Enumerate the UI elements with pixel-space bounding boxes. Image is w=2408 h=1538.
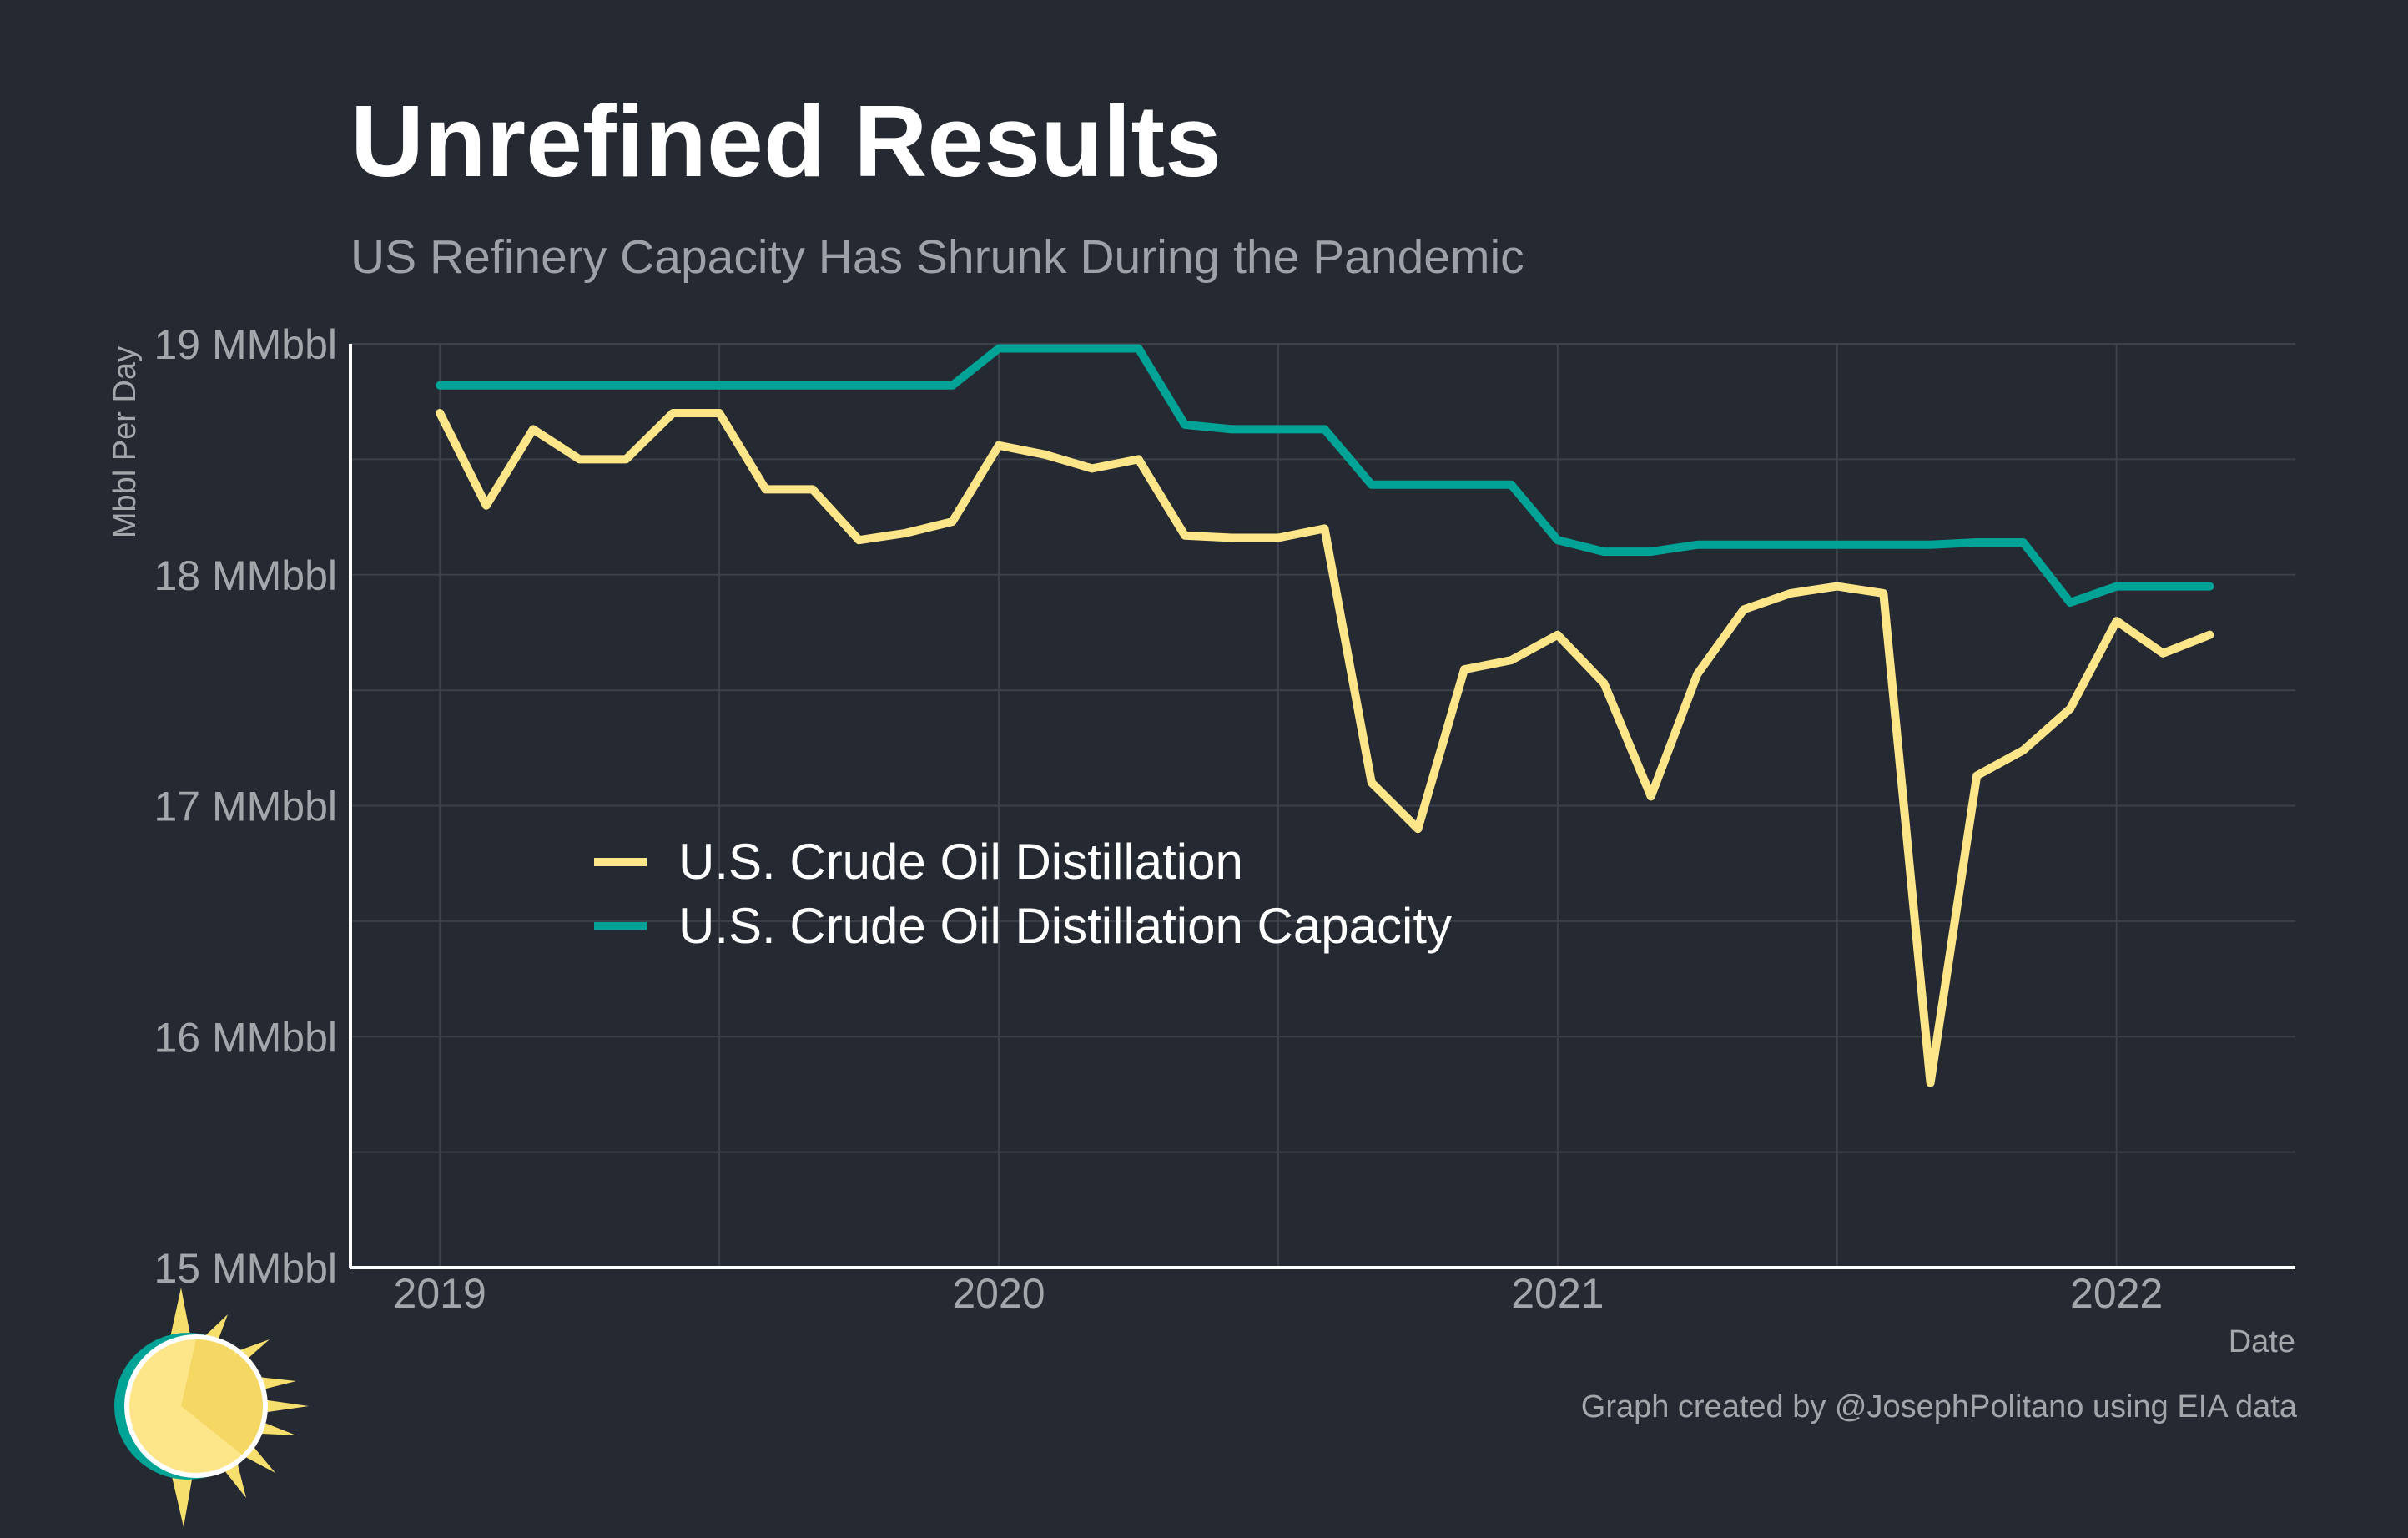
y-tick-label: 19 MMbbl: [154, 321, 337, 368]
y-tick-label: 18 MMbbl: [154, 552, 337, 599]
y-tick-label: 17 MMbbl: [154, 784, 337, 830]
x-tick-label: 2020: [952, 1270, 1045, 1317]
y-tick-label: 15 MMbbl: [154, 1245, 337, 1292]
grid-lines: [350, 343, 2295, 1268]
chart-title: Unrefined Results: [350, 84, 1222, 198]
x-tick-labels: 2019 2020 2021 2022: [394, 1270, 2164, 1317]
legend-label-distillation: U.S. Crude Oil Distillation: [678, 834, 1243, 890]
y-tick-label: 16 MMbbl: [154, 1014, 337, 1061]
x-tick-label: 2022: [2070, 1270, 2163, 1317]
x-axis-title: Date: [2229, 1324, 2295, 1359]
legend-label-capacity: U.S. Crude Oil Distillation Capacity: [678, 898, 1452, 954]
y-tick-labels: 15 MMbbl 16 MMbbl 17 MMbbl 18 MMbbl 19 MMbbl: [154, 321, 337, 1292]
y-axis-title: Mbbl Per Day: [108, 346, 143, 538]
capacity-line: [436, 344, 2214, 607]
source-caption: Graph created by @JosephPolitano using E…: [1580, 1389, 2297, 1425]
x-tick-label: 2021: [1511, 1270, 1604, 1317]
chart-subtitle: US Refinery Capacity Has Shrunk During t…: [350, 230, 1524, 284]
legend: U.S. Crude Oil Distillation U.S. Crude O…: [594, 834, 1452, 954]
series-lines: [436, 344, 2214, 1087]
distillation-line: [436, 409, 2214, 1087]
sun-logo-icon: [114, 1288, 309, 1527]
axes: [349, 344, 2295, 1269]
x-tick-label: 2019: [394, 1270, 486, 1317]
